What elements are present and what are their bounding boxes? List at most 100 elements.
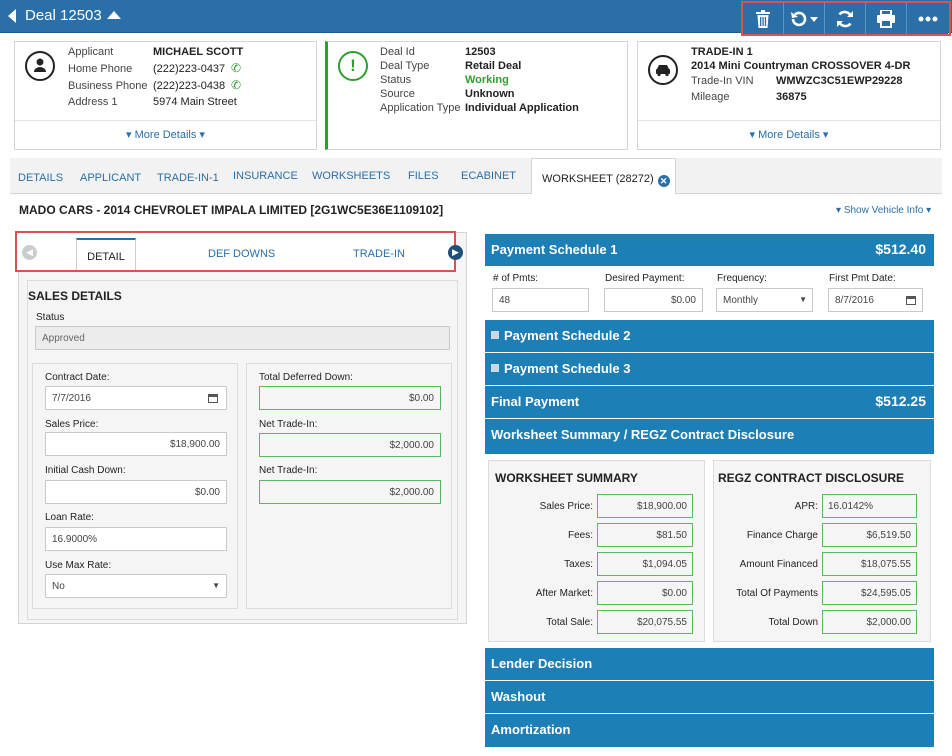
refresh-icon[interactable] — [825, 3, 866, 34]
tab-worksheet-active[interactable]: WORKSHEET (28272) ✕ — [531, 158, 676, 195]
final-payment-bar[interactable]: Final Payment $512.25 — [485, 386, 934, 419]
applicant-label: Applicant — [68, 46, 114, 58]
total-of-payments-label: Total Of Payments — [736, 588, 818, 599]
more-icon[interactable] — [907, 3, 948, 34]
sales-price-value: $18,900.00 — [597, 494, 693, 518]
more-details-link[interactable]: ▾ More Details ▾ — [749, 129, 829, 141]
tab-insurance[interactable]: INSURANCE — [233, 170, 298, 182]
subtab-trade-in[interactable]: TRADE-IN — [353, 248, 405, 260]
chevron-down-icon: ▼ — [212, 581, 220, 590]
phone-icon[interactable]: ✆ — [231, 61, 242, 75]
amortization-bar[interactable]: Amortization — [485, 714, 934, 747]
close-tab-icon[interactable]: ✕ — [657, 175, 670, 187]
first-payment-date-input[interactable]: 8/7/2016 — [828, 288, 923, 312]
amount-financed-label: Amount Financed — [739, 559, 818, 570]
worksheet-summary-title: WORKSHEET SUMMARY — [495, 471, 638, 485]
application-type-value: Individual Application — [465, 102, 579, 114]
contract-date-input[interactable]: 7/7/2016 — [45, 386, 227, 410]
more-details-label: More Details — [758, 129, 820, 141]
person-icon — [25, 51, 55, 81]
tradein-vehicle: 2014 Mini Countryman CROSSOVER 4-DR — [691, 60, 911, 72]
tab-details[interactable]: DETAILS — [18, 172, 64, 184]
finance-charge-label: Finance Charge — [746, 530, 818, 541]
total-down-label: Total Down — [768, 617, 818, 628]
washout-title: Washout — [491, 689, 546, 704]
loan-rate-input[interactable]: 16.9000% — [45, 527, 227, 551]
applicant-name: MICHAEL SCOTT — [153, 46, 244, 58]
calendar-icon[interactable] — [208, 394, 218, 403]
back-arrow-icon[interactable] — [8, 9, 16, 23]
business-phone-label: Business Phone — [68, 80, 148, 92]
final-payment-amount: $512.25 — [875, 393, 926, 409]
apr-label: APR: — [794, 501, 818, 512]
final-payment-title: Final Payment — [491, 394, 580, 409]
trash-icon[interactable] — [743, 3, 784, 34]
phone-icon[interactable]: ✆ — [231, 78, 242, 92]
net-trade-in-field: $2,000.00 — [259, 480, 441, 504]
deal-id-value: 12503 — [465, 46, 496, 58]
sales-price-label: Sales Price: — [45, 419, 99, 430]
fees-label: Fees: — [567, 530, 593, 541]
tab-trade-in-1[interactable]: TRADE-IN-1 — [157, 172, 219, 184]
regz-title: REGZ CONTRACT DISCLOSURE — [718, 471, 904, 485]
main-tabs: DETAILS APPLICANT TRADE-IN-1 INSURANCE W… — [10, 158, 942, 195]
net-trade-in-label: Net Trade-In: — [259, 465, 318, 476]
status-field: Approved — [35, 326, 450, 350]
checkbox-icon[interactable] — [491, 331, 499, 339]
subtab-detail[interactable]: DETAIL — [76, 238, 136, 270]
calendar-icon[interactable] — [906, 296, 916, 305]
mileage-value: 36875 — [776, 91, 807, 103]
net-trade-in-field: $2,000.00 — [259, 433, 441, 457]
worksheet-summary-bar[interactable]: Worksheet Summary / REGZ Contract Disclo… — [485, 419, 934, 454]
worksheet-summary-bar-title: Worksheet Summary / REGZ Contract Disclo… — [491, 427, 795, 442]
worksheet-summary-panel: WORKSHEET SUMMARY Sales Price: $18,900.0… — [488, 460, 705, 642]
more-details-link[interactable]: ▾ More Details ▾ — [126, 129, 205, 141]
first-payment-date-label: First Pmt Date: — [829, 273, 896, 284]
undo-icon[interactable] — [784, 3, 825, 34]
checkbox-icon[interactable] — [491, 364, 499, 372]
car-icon — [648, 55, 678, 85]
payment-schedule-2-bar[interactable]: Payment Schedule 2 — [485, 320, 934, 353]
total-deferred-down-field: $0.00 — [259, 386, 441, 410]
total-sale-value: $20,075.55 — [597, 610, 693, 634]
divider — [638, 120, 940, 121]
initial-cash-down-input[interactable]: $0.00 — [45, 480, 227, 504]
subtab-def-downs[interactable]: DEF DOWNS — [208, 248, 276, 260]
payment-schedule-3-bar[interactable]: Payment Schedule 3 — [485, 353, 934, 386]
fees-value: $81.50 — [597, 523, 693, 547]
total-deferred-down-label: Total Deferred Down: — [259, 372, 353, 383]
taxes-value: $1,094.05 — [597, 552, 693, 576]
sales-right-column: Total Deferred Down: $0.00 Net Trade-In:… — [246, 363, 452, 609]
tradein-title: TRADE-IN 1 — [691, 46, 753, 58]
amortization-title: Amortization — [491, 722, 571, 737]
prev-arrow-icon[interactable]: ◀ — [22, 245, 37, 260]
use-max-rate-select[interactable]: No ▼ — [45, 574, 227, 598]
tab-ecabinet[interactable]: ECABINET — [461, 170, 517, 182]
total-of-payments-value: $24,595.05 — [822, 581, 917, 605]
active-tab-label: WORKSHEET (28272) — [542, 173, 654, 185]
tab-worksheets[interactable]: WORKSHEETS — [312, 170, 391, 182]
deal-title: Deal 12503 — [25, 7, 102, 24]
tradein-card: TRADE-IN 1 2014 Mini Countryman CROSSOVE… — [637, 41, 941, 150]
washout-bar[interactable]: Washout — [485, 681, 934, 714]
show-vehicle-info-link[interactable]: ▾ Show Vehicle Info ▾ — [836, 205, 932, 216]
print-icon[interactable] — [866, 3, 907, 34]
lender-decision-bar[interactable]: Lender Decision — [485, 648, 934, 681]
frequency-select[interactable]: Monthly ▼ — [716, 288, 813, 312]
payment-schedule-1-bar[interactable]: Payment Schedule 1 $512.40 — [485, 234, 934, 266]
address-value: 5974 Main Street — [153, 96, 237, 108]
deal-card: ! Deal Id Deal Type Status Source Applic… — [325, 41, 628, 150]
num-payments-input[interactable]: 48 — [492, 288, 589, 312]
tab-applicant[interactable]: APPLICANT — [80, 172, 142, 184]
num-payments-label: # of Pmts: — [493, 273, 539, 284]
contract-date-label: Contract Date: — [45, 372, 110, 383]
desired-payment-input[interactable]: $0.00 — [604, 288, 703, 312]
deal-type-label: Deal Type — [380, 60, 430, 72]
more-details-label: More Details — [134, 129, 197, 141]
loan-rate-label: Loan Rate: — [45, 512, 94, 523]
collapse-caret-icon[interactable] — [107, 11, 121, 19]
sales-price-input[interactable]: $18,900.00 — [45, 432, 227, 456]
application-type-label: Application Type — [380, 102, 461, 114]
next-arrow-icon[interactable]: ▶ — [448, 245, 463, 260]
tab-files[interactable]: FILES — [408, 170, 439, 182]
